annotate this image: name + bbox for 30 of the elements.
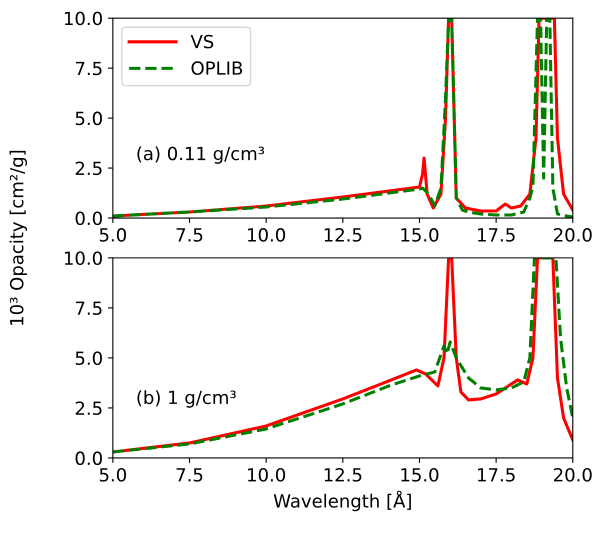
legend-label: OPLIB bbox=[192, 61, 242, 75]
x-tick-label: 7.5 bbox=[176, 468, 202, 482]
y-axis-title: 10³ Opacity [cm²/g] bbox=[10, 150, 28, 325]
y-tick-label: 0.0 bbox=[76, 211, 102, 226]
legend-label: VS bbox=[190, 34, 214, 48]
x-tick-label: 20.0 bbox=[554, 228, 592, 242]
y-tick-label: 10.0 bbox=[64, 251, 102, 265]
annotation: (b) 1 g/cm³ bbox=[137, 390, 236, 408]
y-tick-label: 7.5 bbox=[76, 62, 102, 76]
y-tick-label: 5.0 bbox=[76, 112, 102, 126]
y-tick-label: 0.0 bbox=[76, 451, 102, 466]
x-tick-label: 17.5 bbox=[478, 468, 515, 482]
y-tick-label: 10.0 bbox=[64, 12, 102, 26]
annotation: (a) 0.11 g/cm³ bbox=[137, 146, 264, 164]
x-tick-label: 12.5 bbox=[324, 468, 362, 482]
x-tick-label: 10.0 bbox=[248, 468, 286, 482]
x-tick-label: 7.5 bbox=[176, 228, 202, 242]
x-tick-label: 15.0 bbox=[401, 468, 438, 482]
x-tick-label: 5.0 bbox=[100, 468, 126, 482]
x-tick-label: 5.0 bbox=[100, 228, 126, 242]
y-tick-label: 7.5 bbox=[76, 302, 102, 316]
x-tick-label: 12.5 bbox=[324, 228, 362, 242]
y-tick-label: 2.5 bbox=[76, 162, 102, 176]
x-tick-label: 15.0 bbox=[401, 228, 438, 242]
x-tick-label: 10.0 bbox=[248, 228, 286, 242]
x-tick-label: 20.0 bbox=[554, 468, 592, 482]
y-tick-label: 5.0 bbox=[76, 351, 102, 366]
x-axis-title: Wavelength [Å] bbox=[274, 490, 411, 512]
y-tick-label: 2.5 bbox=[76, 401, 102, 416]
x-tick-label: 17.5 bbox=[478, 228, 515, 242]
